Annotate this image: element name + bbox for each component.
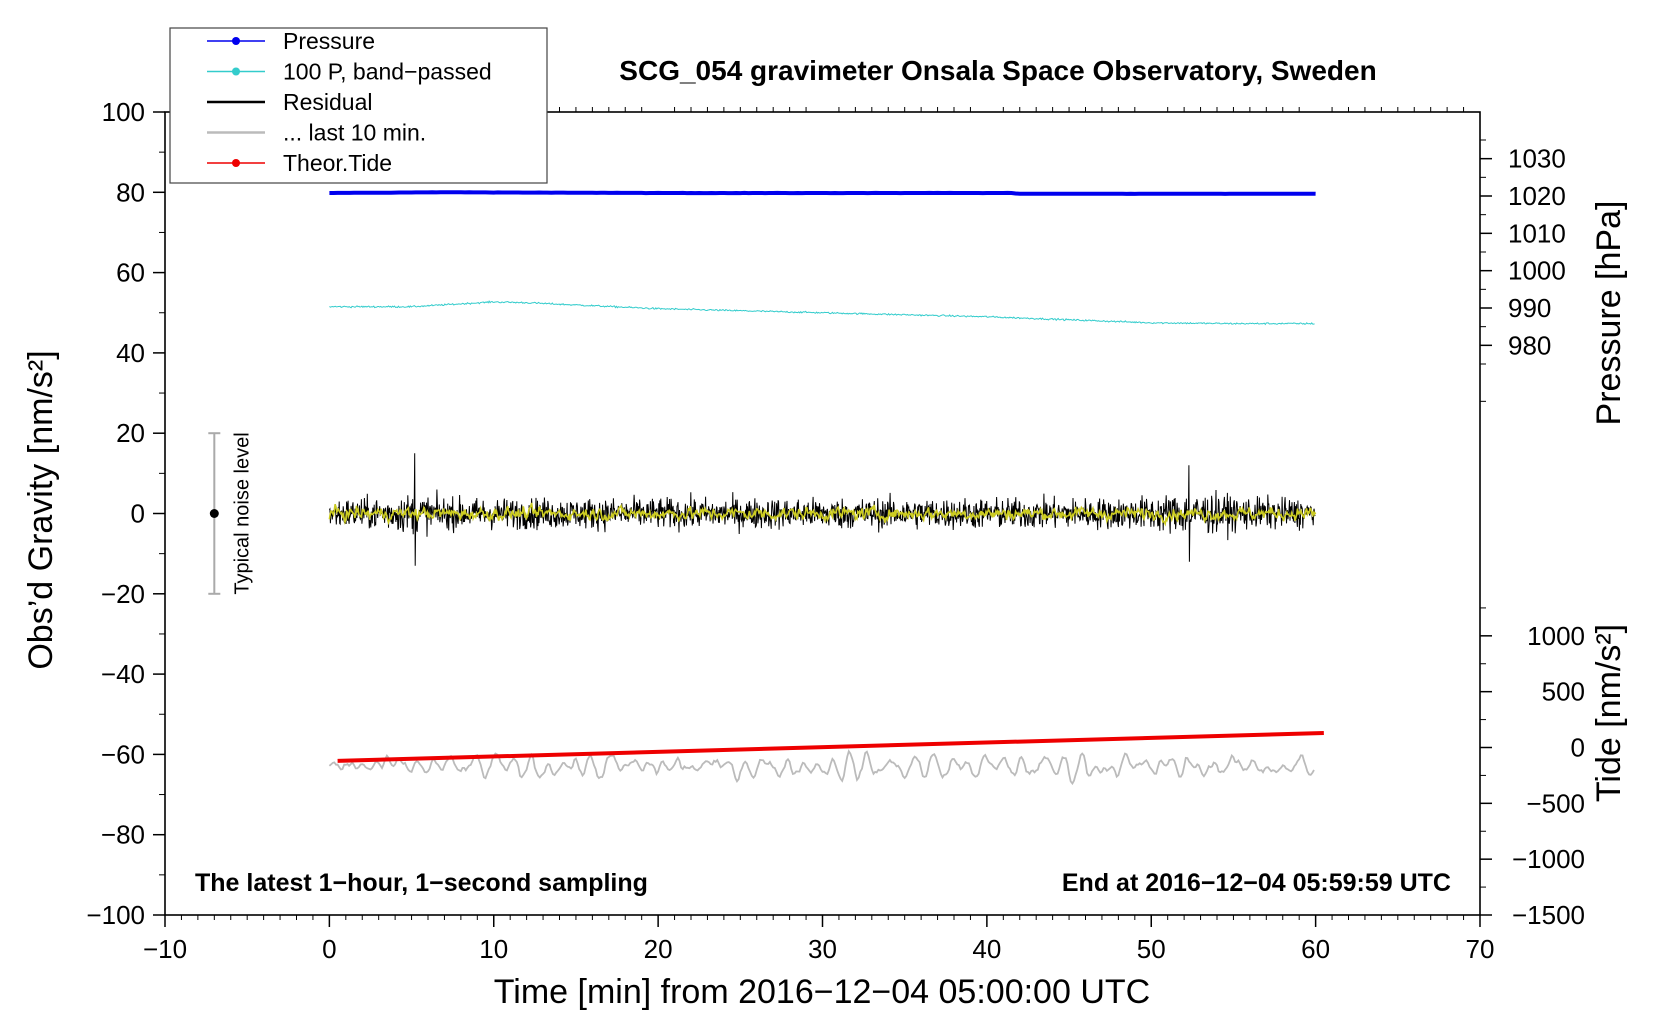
gravity-series-layer: [328, 190, 1317, 786]
legend-marker: [232, 37, 240, 45]
x-tick-label: 40: [972, 934, 1001, 964]
legend-label: ... last 10 min.: [283, 120, 426, 146]
legend-label: Residual: [283, 89, 373, 115]
pressure-tick-label: 1030: [1508, 144, 1566, 174]
tide-tick-label: 500: [1542, 677, 1585, 707]
x-tick-label: −10: [143, 934, 187, 964]
pressure-tick-label: 1020: [1508, 181, 1566, 211]
tide-series-layer: [337, 730, 1324, 763]
y-tick-label: −40: [101, 659, 145, 689]
y-tick-label: 80: [116, 177, 145, 207]
series-theoretical-tide: [337, 730, 1324, 763]
y-tick-label: 60: [116, 258, 145, 288]
noise-bar-label: Typical noise level: [231, 432, 253, 594]
noise-bar-center-dot: [209, 509, 219, 518]
x-tick-label: 0: [322, 934, 336, 964]
pressure-tick-label: 980: [1508, 330, 1551, 360]
tide-tick-label: 1000: [1527, 621, 1585, 651]
pressure-tick-label: 1000: [1508, 256, 1566, 286]
y-tick-label: −60: [101, 739, 145, 769]
legend-box: [169, 27, 548, 184]
pressure-tick-label: 990: [1508, 293, 1551, 323]
legend-marker: [232, 67, 240, 76]
annotation-sampling: The latest 1−hour, 1−second sampling: [195, 869, 648, 897]
legend-marker: [232, 159, 240, 167]
annotation-end-time: End at 2016−12−04 05:59:59 UTC: [1062, 869, 1451, 897]
legend-label: Pressure: [283, 28, 375, 54]
noise-bar-layer: Typical noise level: [208, 432, 253, 595]
pressure-tick-label: 1010: [1508, 218, 1566, 248]
chart-title: SCG_054 gravimeter Onsala Space Observat…: [619, 55, 1376, 86]
y-tick-label: 100: [102, 97, 145, 127]
tide-tick-label: −500: [1526, 788, 1585, 818]
tide-tick-label: −1500: [1512, 900, 1585, 930]
y-axis-label-pressure: Pressure [hPa]: [1590, 201, 1628, 426]
x-tick-label: 20: [644, 934, 673, 964]
legend: Pressure 100 P, band−passed Residual ... la…: [169, 27, 548, 184]
legend-label: 100 P, band−passed: [283, 59, 492, 85]
x-tick-label: 10: [479, 934, 508, 964]
y-tick-label: −80: [101, 820, 145, 850]
x-tick-label: 60: [1301, 934, 1330, 964]
y-tick-label: 20: [116, 418, 145, 448]
series-residual-smoothed: [328, 502, 1317, 527]
series-pressure: [329, 190, 1316, 196]
x-tick-label: 70: [1466, 934, 1495, 964]
y-tick-label: 40: [116, 338, 145, 368]
tide-tick-label: 0: [1571, 733, 1585, 763]
x-tick-label: 30: [808, 934, 837, 964]
y-tick-label: −100: [86, 900, 145, 930]
y-axis-label-gravity: Obs’d Gravity [nm/s²]: [22, 350, 60, 669]
y-tick-label: −20: [101, 579, 145, 609]
x-axis-label: Time [min] from 2016−12−04 05:00:00 UTC: [494, 973, 1150, 1011]
axis-ticks-layer: −10 0 10 20 30 40 50 60 70100806040200−20−40−60−…: [86, 97, 1585, 964]
legend-label: Theor.Tide: [283, 150, 392, 176]
y-axis-label-tide: Tide [nm/s²]: [1590, 624, 1628, 802]
y-tick-label: 0: [131, 499, 145, 529]
x-tick-label: 50: [1137, 934, 1166, 964]
series-pressure-bandpassed: [329, 300, 1315, 326]
tide-tick-label: −1000: [1512, 844, 1585, 874]
series-residual: [328, 453, 1316, 566]
